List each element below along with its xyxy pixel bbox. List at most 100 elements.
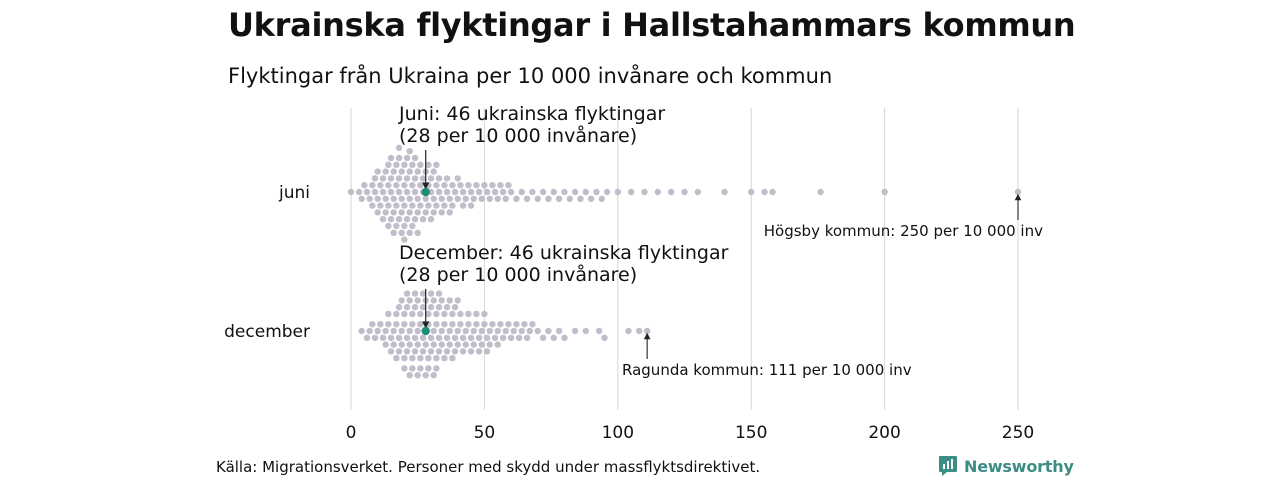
data-point: [545, 327, 552, 335]
data-point: [395, 144, 403, 151]
data-point: [387, 154, 395, 162]
row-label: december: [224, 322, 310, 342]
data-point: [411, 348, 419, 355]
data-point: [414, 168, 421, 175]
max-label: Ragunda kommun: 111 per 10 000 inv: [622, 361, 912, 379]
data-point: [881, 188, 888, 196]
data-point: [427, 175, 435, 182]
data-point: [371, 175, 379, 182]
data-point: [358, 195, 365, 202]
data-point: [435, 348, 443, 355]
data-point: [457, 310, 464, 318]
data-point: [411, 304, 419, 311]
data-point: [379, 216, 387, 223]
data-point: [403, 334, 411, 341]
data-point: [435, 290, 443, 297]
data-point: [411, 290, 419, 297]
data-point: [406, 148, 413, 155]
data-point: [422, 372, 429, 379]
data-point: [443, 348, 451, 355]
brand-name: Newsworthy: [964, 456, 1074, 476]
data-point: [467, 348, 475, 355]
data-point: [454, 327, 461, 335]
data-point: [529, 321, 536, 328]
data-point: [387, 175, 395, 182]
data-point: [555, 327, 563, 335]
data-point: [451, 188, 459, 196]
data-point: [427, 348, 435, 355]
data-point: [627, 188, 635, 196]
data-point: [470, 195, 477, 202]
data-point: [478, 195, 485, 202]
data-point: [489, 321, 496, 328]
data-point: [403, 290, 411, 297]
data-point: [382, 195, 389, 202]
data-point: [433, 355, 440, 362]
data-point: [401, 202, 408, 209]
data-point: [398, 229, 405, 236]
data-point: [403, 188, 411, 196]
x-tick-label: 150: [735, 423, 767, 443]
data-point: [481, 182, 488, 189]
data-point: [462, 341, 469, 348]
data-point: [451, 334, 459, 341]
x-tick-label: 250: [1002, 423, 1034, 443]
data-point: [497, 182, 504, 189]
data-point: [387, 334, 395, 341]
data-point: [748, 188, 755, 196]
data-point: [459, 188, 467, 196]
data-point: [454, 341, 461, 348]
data-point: [433, 202, 440, 209]
data-point: [374, 195, 381, 202]
data-point: [371, 188, 379, 196]
data-point: [414, 195, 421, 202]
data-point: [395, 216, 403, 223]
data-point: [435, 334, 443, 341]
data-point: [371, 334, 379, 341]
data-point: [398, 168, 405, 175]
data-point: [433, 182, 440, 189]
chart-subtitle: Flyktingar från Ukraina per 10 000 invån…: [228, 64, 833, 88]
data-point: [449, 310, 456, 318]
data-point: [435, 188, 443, 196]
data-point: [417, 182, 424, 189]
data-point: [427, 290, 435, 297]
data-point: [401, 310, 408, 318]
data-point: [435, 175, 443, 182]
data-point: [435, 304, 443, 311]
data-point: [390, 229, 397, 236]
data-point: [667, 188, 675, 196]
data-point: [361, 182, 368, 189]
data-point: [494, 341, 501, 348]
data-point: [550, 334, 557, 341]
data-point: [377, 321, 384, 328]
data-point: [499, 188, 507, 196]
data-point: [457, 182, 464, 189]
data-point: [427, 216, 435, 223]
data-point: [510, 327, 517, 335]
data-point: [363, 188, 371, 196]
data-point: [411, 216, 419, 223]
data-point: [419, 290, 427, 297]
data-point: [446, 327, 453, 335]
data-point: [483, 334, 491, 341]
data-point: [545, 195, 552, 202]
data-point: [443, 175, 451, 182]
data-point: [438, 327, 445, 335]
data-point: [419, 348, 427, 355]
data-point: [395, 175, 403, 182]
data-point: [425, 161, 432, 168]
data-point: [374, 168, 381, 175]
data-point: [470, 341, 477, 348]
data-point: [398, 195, 405, 202]
data-point: [390, 195, 397, 202]
data-point: [409, 310, 416, 318]
data-point: [523, 334, 531, 341]
data-point: [475, 334, 483, 341]
data-point: [414, 341, 421, 348]
data-point: [491, 188, 499, 196]
data-point: [411, 175, 419, 182]
x-tick-label: 200: [868, 423, 900, 443]
data-point: [486, 341, 493, 348]
data-point: [369, 182, 376, 189]
